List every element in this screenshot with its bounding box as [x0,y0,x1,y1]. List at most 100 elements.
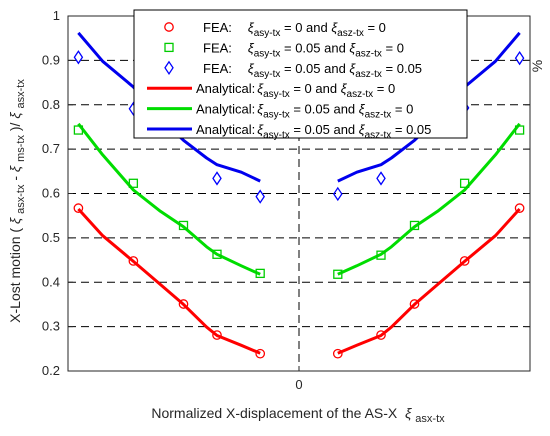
y-axis-label-sub-3: asx-tx [15,79,27,109]
series-5-right-branch [337,31,521,183]
series-2-point-4 [333,186,343,202]
series-0-point-1 [128,256,139,266]
legend-label-1: FEA: ξasy-tx = 0.05 and ξasz-tx = 0 [203,40,404,59]
y-tick-label-8: 1 [53,8,60,23]
legend-entry-1: FEA: ξasy-tx = 0.05 and ξasz-tx = 0 [164,40,404,59]
legend-label-4-part-0: Analytical: [196,102,255,117]
legend-label-5-part-0: Analytical: [196,122,255,137]
series-1-markers [73,125,525,279]
legend-entry-2: FEA: ξasy-tx = 0.05 and ξasz-tx = 0.05 [164,60,422,80]
x-axis-label-sub: asx-tx [415,413,445,425]
series-0-point-3 [212,330,222,340]
series-5-left-branch [77,31,261,183]
legend-label-2-part-1: ξ [248,61,255,76]
legend-label-5-part-4: ξ [359,122,366,137]
legend-marker-2 [164,60,174,75]
series-2-point-7 [514,50,525,66]
legend-box [133,9,468,139]
legend-label-4-part-6: = 0 [391,102,413,117]
series-0-point-9 [514,203,525,213]
legend-label-1-part-6: = 0 [382,40,404,55]
legend-label-0-part-6: = 0 [364,20,386,35]
series-layer [73,31,525,359]
legend-entry-5: Analytical: ξasy-tx = 0.05 and ξasz-tx = … [147,122,431,141]
y-axis-label-prefix: X-Lost motion ( [7,228,23,323]
legend-label-0: FEA: ξasy-tx = 0 and ξasz-tx = 0 [203,20,386,39]
legend-label-1-part-1: ξ [248,40,255,55]
legend-label-5: Analytical: ξasy-tx = 0.05 and ξasz-tx = … [196,122,431,141]
legend-label-1-part-4: ξ [349,40,356,55]
legend-label-1-part-5: asz-tx [355,48,382,59]
series-2-point-3 [255,189,265,204]
y-axis-label: X-Lost motion ( ξ asx-tx - ξ ms-tx )/ ξ … [7,79,27,323]
series-1-point-2 [178,220,189,231]
x-tick-label-0: 0 [295,377,302,392]
legend-entry-0: FEA: ξasy-tx = 0 and ξasz-tx = 0 [164,20,386,39]
legend-label-2-part-6: = 0.05 [382,61,422,76]
legend-label-3-part-0: Analytical: [196,81,255,96]
y-axis-label-symbol-1: ξ [7,217,23,224]
series-0-point-0 [73,203,84,213]
series-0-point-6 [376,330,386,340]
series-1-point-5 [333,269,343,279]
legend-label-1-part-3: = 0.05 and [280,40,349,55]
series-1-point-1 [128,178,139,188]
series-0-point-5 [332,348,343,359]
series-0-point-7 [409,299,420,309]
y-tick-label-3: 0.5 [42,230,60,245]
legend-label-0-part-2: asy-tx [254,28,281,39]
y-tick-labels: 0.2 0.3 0.4 0.5 0.6 0.7 0.8 0.9 1 [42,8,60,378]
legend-label-3-part-5: asz-tx [347,89,374,100]
series-3-left-branch [77,207,261,355]
legend-label-2: FEA: ξasy-tx = 0.05 and ξasz-tx = 0.05 [203,61,422,80]
y-unit-label: % [529,60,545,72]
legend-label-1-part-0: FEA: [203,40,232,55]
legend-label-3-part-3: = 0 and [290,81,341,96]
y-tick-label-5: 0.7 [42,141,60,156]
y-tick-label-1: 0.3 [42,319,60,334]
series-1-point-9 [514,125,525,135]
legend-label-2-part-3: = 0.05 and [280,61,349,76]
legend-label-4-part-5: asz-tx [365,110,392,121]
legend-label-3-part-2: asy-tx [263,89,290,100]
series-0-point-4 [255,348,266,359]
series-5-line [77,31,521,183]
series-3-right-branch [337,207,521,355]
series-1-point-4 [255,268,265,279]
legend-marker-1 [164,42,174,53]
series-4-line [77,122,521,276]
y-tick-label-2: 0.4 [42,274,60,289]
legend-label-2-part-4: ξ [349,61,356,76]
series-4-right-branch [337,122,521,276]
series-1-point-7 [409,220,420,231]
y-axis-label-sub-1: asx-tx [15,184,27,214]
legend-label-3-part-6: = 0 [373,81,395,96]
series-0-point-8 [459,256,470,266]
legend-label-0-part-0: FEA: [203,20,232,35]
legend-label-3-part-1: ξ [257,81,264,96]
legend-label-0-part-4: ξ [331,20,338,35]
series-1-point-8 [459,178,470,188]
legend-label-5-part-5: asz-tx [365,130,392,141]
series-1-point-3 [212,249,222,259]
legend-label-3: Analytical: ξasy-tx = 0 and ξasz-tx = 0 [196,81,395,100]
legend-label-3-part-4: ξ [341,81,348,96]
legend-label-4-part-4: ξ [359,102,366,117]
series-2-point-2 [212,171,222,186]
series-2-point-5 [376,171,386,186]
legend-label-4: Analytical: ξasy-tx = 0.05 and ξasz-tx = … [196,102,413,121]
series-1-point-6 [376,250,386,260]
legend-label-0-part-5: asz-tx [337,28,364,39]
legend-label-2-part-2: asy-tx [254,69,281,80]
legend-label-1-part-2: asy-tx [254,48,281,59]
legend-entry-4: Analytical: ξasy-tx = 0.05 and ξasz-tx = … [147,102,413,121]
legend-label-0-part-3: = 0 and [280,20,331,35]
x-tick-labels: 0 [295,377,302,392]
legend-label-5-part-2: asy-tx [263,130,290,141]
x-axis-label: Normalized X-displacement of the AS-X ξ … [151,405,445,425]
y-axis-label-mid: )/ [7,122,23,131]
x-axis-label-text: Normalized X-displacement of the AS-X [151,405,398,421]
series-0-point-2 [178,299,189,309]
legend-label-5-part-3: = 0.05 and [290,122,359,137]
